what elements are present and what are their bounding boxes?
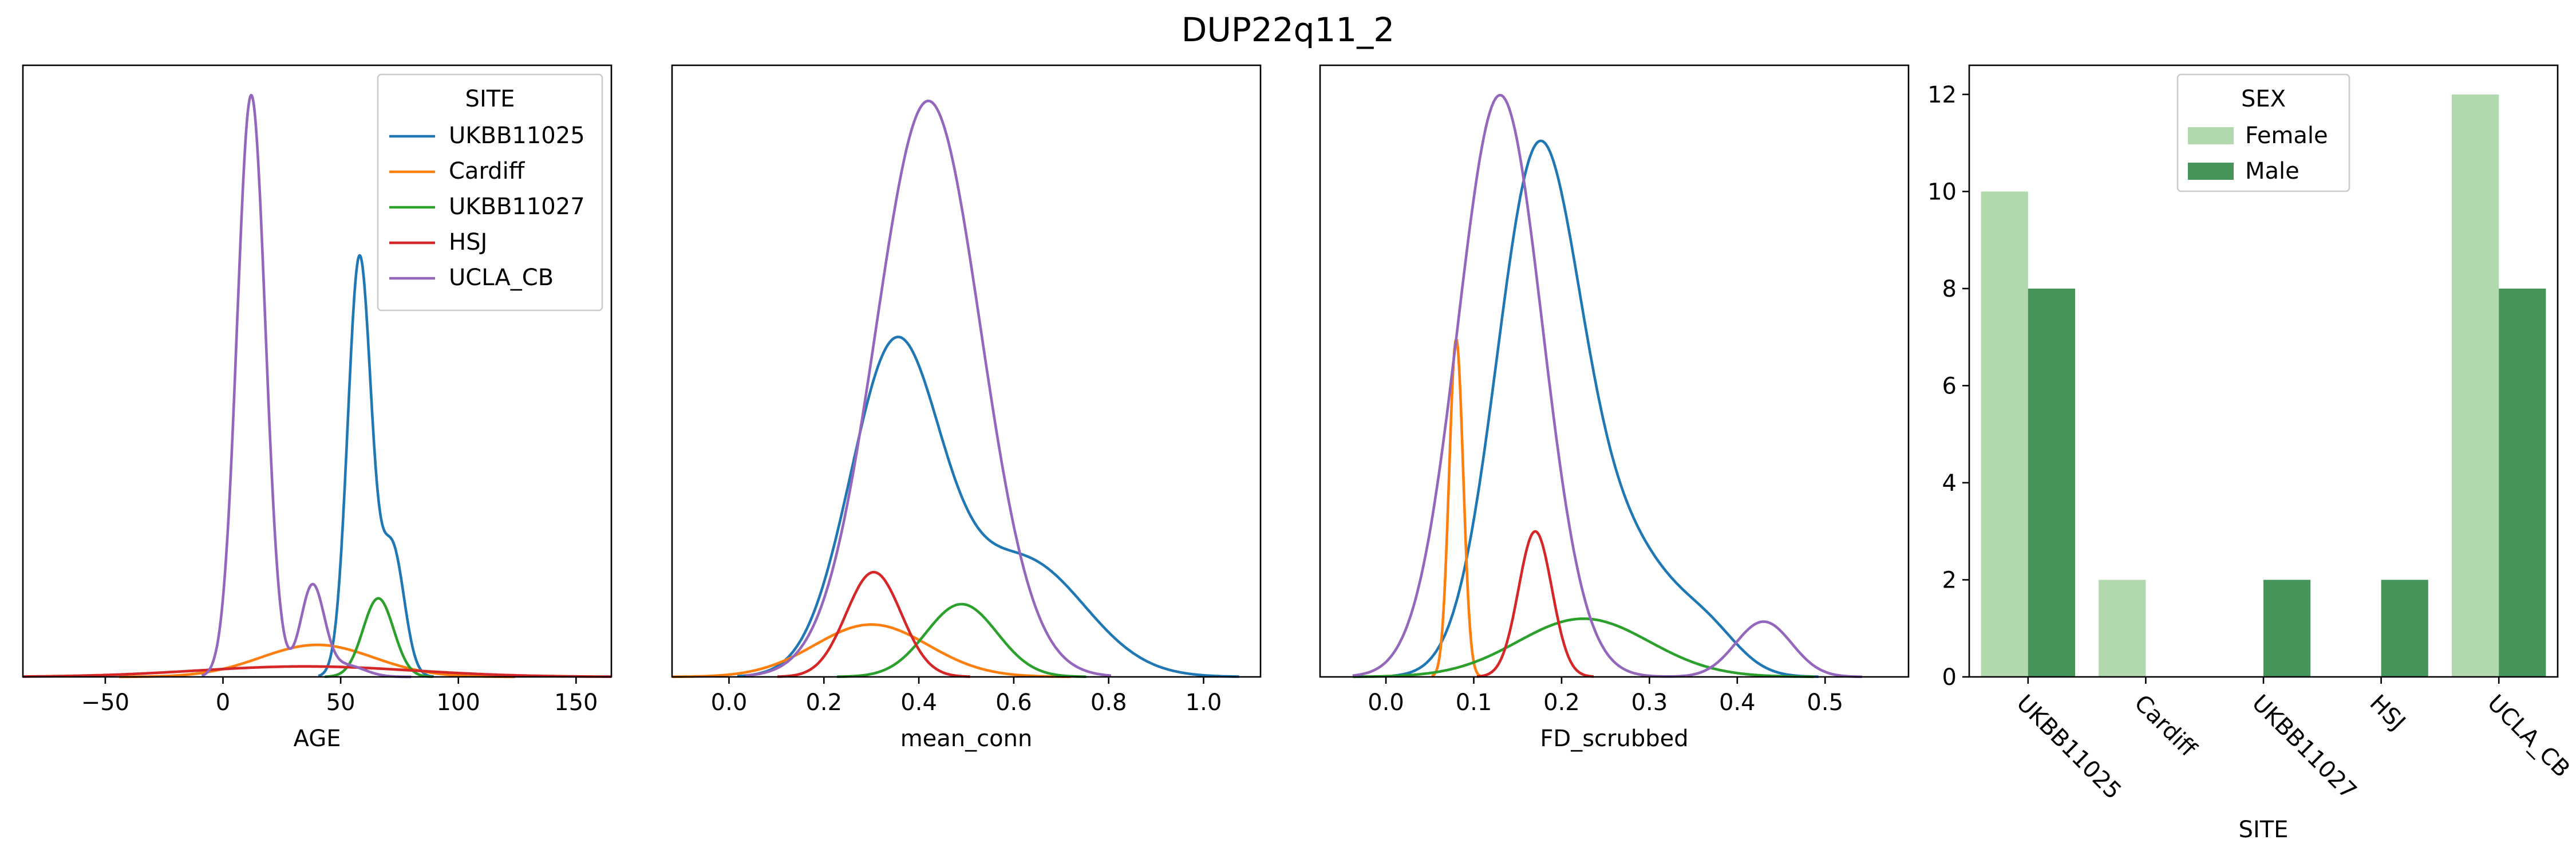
x-tick-label: 0.2 (805, 689, 842, 716)
x-tick-label: 1.0 (1186, 689, 1222, 716)
x-axis-label: SITE (2239, 817, 2289, 843)
kde-curve-ukbb11027 (323, 597, 433, 678)
kde-curve-ukbb11025 (317, 254, 435, 678)
x-tick-label: 0.8 (1091, 689, 1127, 716)
kde-curve-ukbb11025 (737, 336, 1239, 678)
plot-frame (671, 64, 1262, 678)
legend-title: SEX (2241, 86, 2286, 112)
y-tick-label: 8 (1942, 276, 1957, 302)
x-tick-label: 0.4 (900, 689, 937, 716)
legend-title: SITE (465, 86, 515, 112)
kde-curve-ucla-cb (1352, 93, 1862, 679)
legend-label-ukbb11027: UKBB11027 (449, 194, 585, 220)
y-tick-label: 6 (1942, 373, 1957, 399)
legend-label-ukbb11025: UKBB11025 (449, 123, 585, 149)
kde-curve-ukbb11027 (836, 602, 1086, 678)
legend: SEX Female Male (2176, 73, 2350, 192)
legend-box (2176, 73, 2350, 192)
x-tick-label: 100 (437, 689, 480, 716)
x-axis-label: AGE (294, 726, 341, 752)
plot-frame (1319, 64, 1910, 678)
x-tick-label: 0.6 (995, 689, 1032, 716)
plot-frame (22, 64, 613, 678)
kde-curve-ucla-cb (201, 93, 412, 679)
x-axis-label: mean_conn (900, 726, 1033, 752)
x-tick-label-hsj: HSJ (2365, 690, 2411, 736)
x-tick-label: −50 (81, 689, 129, 716)
x-tick-label-cardiff: Cardiff (2129, 690, 2202, 763)
legend-label-ucla-cb: UCLA_CB (449, 265, 554, 291)
bar-female-ucla-cb (2452, 94, 2499, 677)
mean-conn-kde-panel: 0.0 0.2 0.4 0.6 0.8 1.0 mean_conn (671, 64, 1262, 752)
kde-curve-ucla-cb (745, 99, 1112, 677)
site-sex-bar-panel: 0 2 4 6 8 10 12 UKBB11025 Cardiff UKBB11027 HSJ UCL… (1927, 64, 2575, 843)
x-tick-label: 0.1 (1456, 689, 1492, 716)
legend: SITE UKBB11025 Cardiff UKBB11027 HSJ UCLA_CB (377, 73, 603, 312)
y-tick-label: 4 (1942, 470, 1957, 497)
x-tick-label-ukbb11025: UKBB11025 (2012, 690, 2127, 805)
fd-scrubbed-kde-panel: 0.0 0.1 0.2 0.3 0.4 0.5 FD_scrubbed (1319, 64, 1910, 752)
kde-curve-hsj (777, 570, 971, 678)
bar-female-ukbb11025 (1981, 191, 2028, 677)
x-tick-label-ukbb11027: UKBB11027 (2247, 690, 2362, 805)
x-tick-label: 0.2 (1543, 689, 1580, 716)
x-tick-label: 150 (554, 689, 598, 716)
x-tick-label: 0.4 (1719, 689, 1756, 716)
x-tick-label: 0.0 (711, 689, 748, 716)
kde-curve-ukbb11025 (1392, 139, 1819, 678)
y-tick-label: 12 (1927, 82, 1957, 108)
x-tick-label-ucla-cb: UCLA_CB (2482, 690, 2575, 783)
kde-curve-hsj (23, 665, 612, 678)
kde-curve-cardiff (672, 623, 1071, 679)
y-tick-label: 0 (1942, 664, 1957, 691)
x-tick-label: 50 (326, 689, 355, 716)
kde-curve-hsj (1476, 530, 1595, 678)
x-tick-label: 0.5 (1807, 689, 1843, 716)
x-axis-label: FD_scrubbed (1540, 726, 1688, 752)
bar-female-cardiff (2099, 580, 2146, 677)
age-kde-panel: −50 0 50 100 150 AGE SITE UKBB11025 Cardiff UKBB1… (22, 64, 613, 752)
legend-label-cardiff: Cardiff (449, 158, 526, 184)
legend-label-female: Female (2245, 123, 2328, 149)
legend-label-hsj: HSJ (449, 229, 487, 255)
legend-box (377, 73, 603, 312)
bar-male-ucla-cb (2499, 288, 2546, 677)
bar-male-hsj (2381, 580, 2428, 677)
bar-male-ukbb11025 (2028, 288, 2075, 677)
legend-swatch-male (2188, 163, 2234, 180)
kde-curve-cardiff (1430, 338, 1482, 677)
legend-swatch-female (2188, 127, 2234, 144)
kde-curve-ukbb11027 (1353, 617, 1815, 679)
figure-title: DUP22q11_2 (1182, 10, 1394, 49)
x-tick-label: 0 (216, 689, 230, 716)
bar-male-ukbb11027 (2263, 580, 2311, 677)
x-tick-label: 0.3 (1631, 689, 1668, 716)
x-tick-label: 0.0 (1368, 689, 1404, 716)
legend-label-male: Male (2245, 158, 2300, 184)
y-tick-label: 10 (1927, 179, 1957, 205)
kde-curve-cardiff (119, 643, 515, 679)
y-tick-label: 2 (1942, 567, 1957, 593)
